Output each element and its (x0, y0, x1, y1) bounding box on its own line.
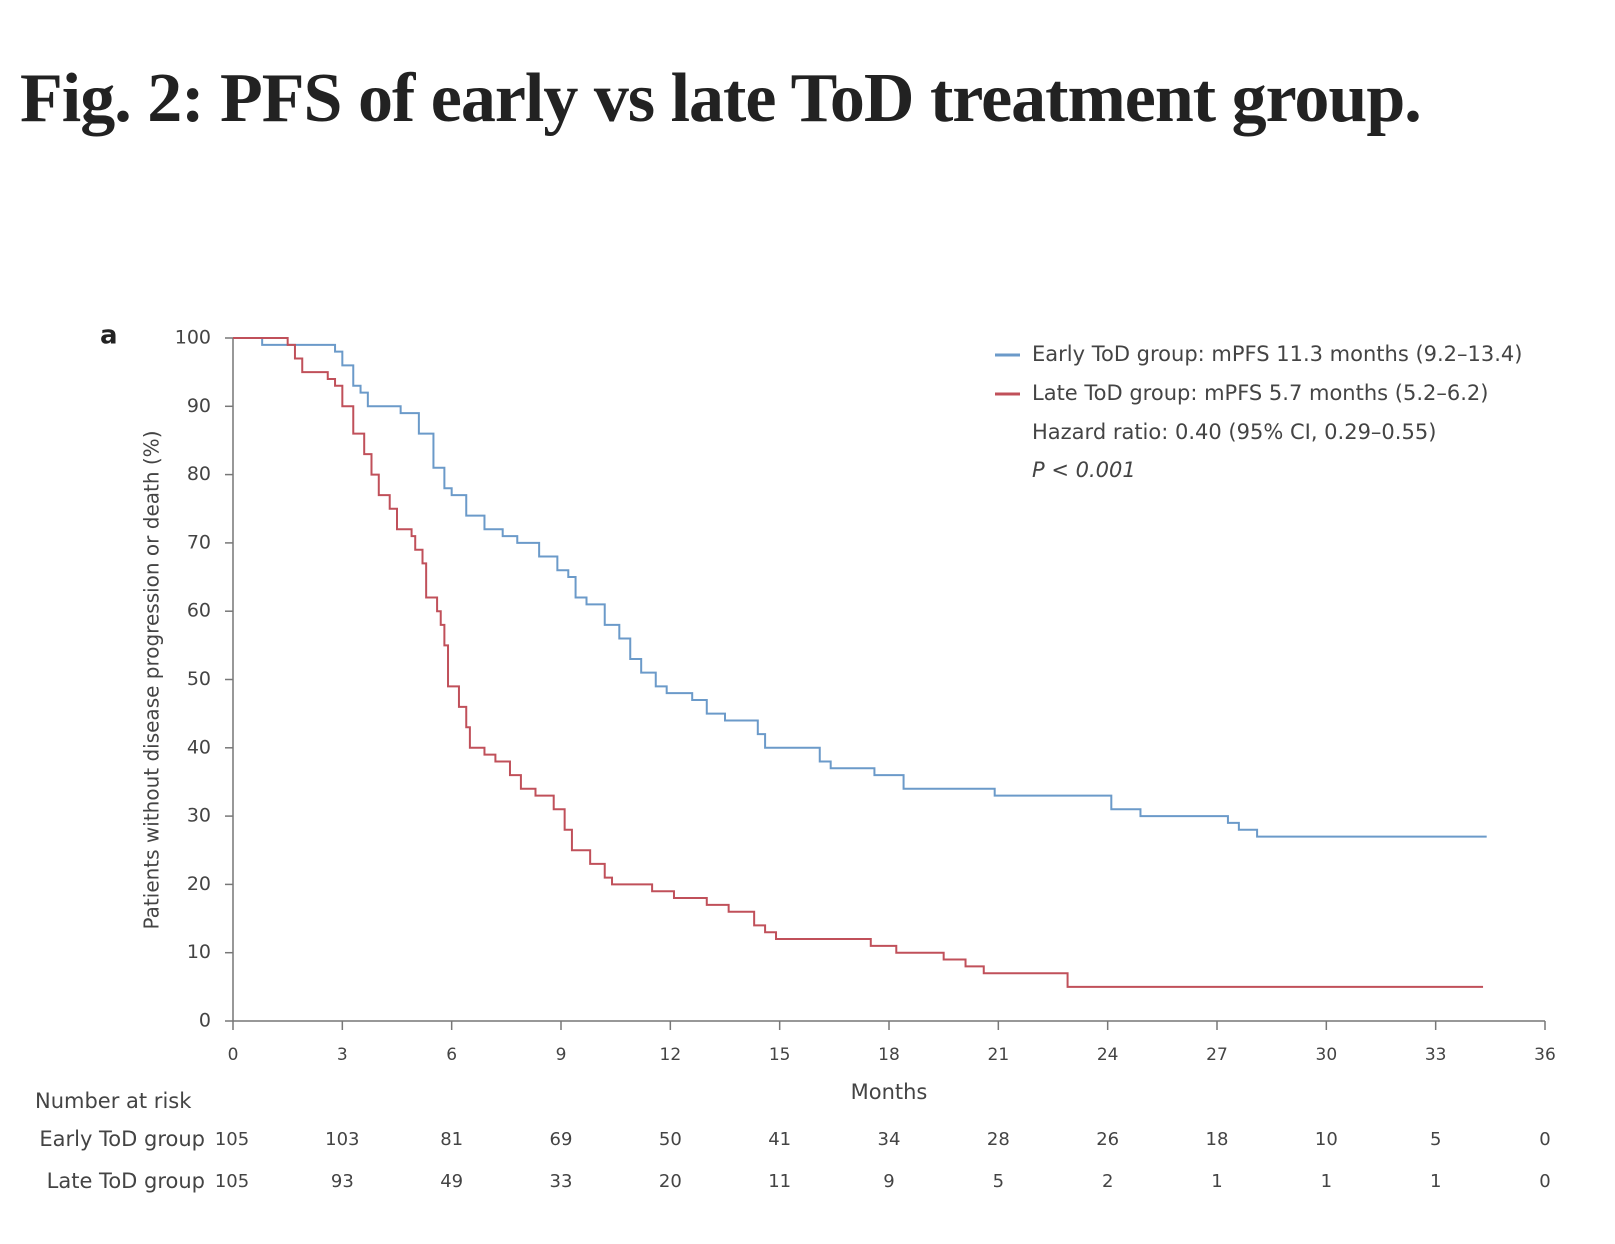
y-tick-label: 90 (187, 395, 211, 417)
x-tick-label: 9 (556, 1045, 567, 1065)
x-tick-label: 36 (1534, 1045, 1556, 1065)
x-tick-label: 12 (660, 1045, 682, 1065)
risk-count: 50 (659, 1129, 682, 1150)
risk-count: 81 (440, 1129, 463, 1150)
x-axis-label: Months (851, 1080, 928, 1104)
y-tick-label: 100 (175, 327, 211, 349)
x-tick-label: 0 (228, 1045, 239, 1065)
y-tick-label: 0 (199, 1010, 211, 1032)
y-tick-label: 50 (187, 668, 211, 690)
x-tick-label: 6 (446, 1045, 457, 1065)
risk-count: 11 (768, 1171, 791, 1192)
y-tick-label: 20 (187, 873, 211, 895)
x-tick-label: 3 (337, 1045, 348, 1065)
risk-count: 1 (1211, 1171, 1222, 1192)
x-tick-label: 18 (878, 1045, 900, 1065)
risk-count: 105 (215, 1129, 249, 1150)
chart-title: Fig. 2: PFS of early vs late ToD treatme… (20, 60, 1422, 137)
risk-count: 105 (215, 1171, 249, 1192)
x-tick-label: 33 (1425, 1045, 1447, 1065)
risk-count: 5 (993, 1171, 1004, 1192)
annotation: Hazard ratio: 0.40 (95% CI, 0.29–0.55) (1032, 420, 1436, 444)
x-tick-label: 27 (1206, 1045, 1228, 1065)
y-tick-label: 30 (187, 805, 211, 827)
risk-count: 1 (1430, 1171, 1441, 1192)
risk-count: 34 (878, 1129, 901, 1150)
y-tick-label: 60 (187, 600, 211, 622)
risk-count: 33 (550, 1171, 573, 1192)
risk-row-label: Late ToD group (47, 1169, 205, 1193)
risk-count: 41 (768, 1129, 791, 1150)
y-tick-label: 40 (187, 736, 211, 758)
survival-curve (233, 337, 1484, 988)
legend-label: Late ToD group: mPFS 5.7 months (5.2–6.2… (1032, 381, 1488, 405)
risk-count: 0 (1539, 1129, 1550, 1150)
risk-count: 10 (1315, 1129, 1338, 1150)
y-tick-label: 80 (187, 463, 211, 485)
risk-count: 18 (1206, 1129, 1229, 1150)
y-axis-label: Patients without disease progression or … (140, 431, 164, 930)
y-tick-label: 10 (187, 941, 211, 963)
risk-count: 26 (1096, 1129, 1119, 1150)
x-tick-label: 30 (1316, 1045, 1338, 1065)
risk-count: 69 (550, 1129, 573, 1150)
risk-count: 49 (440, 1171, 463, 1192)
risk-count: 9 (883, 1171, 894, 1192)
risk-count: 93 (331, 1171, 354, 1192)
x-tick-label: 24 (1097, 1045, 1119, 1065)
risk-table-title: Number at risk (35, 1089, 192, 1113)
risk-count: 20 (659, 1171, 682, 1192)
risk-count: 28 (987, 1129, 1010, 1150)
risk-row-label: Early ToD group (39, 1127, 205, 1151)
legend-label: Early ToD group: mPFS 11.3 months (9.2–1… (1032, 342, 1523, 366)
risk-count: 1 (1321, 1171, 1332, 1192)
panel-label: a (100, 321, 118, 351)
risk-count: 103 (325, 1129, 359, 1150)
x-tick-label: 15 (769, 1045, 791, 1065)
y-tick-label: 70 (187, 531, 211, 553)
x-tick-label: 21 (988, 1045, 1010, 1065)
risk-count: 0 (1539, 1171, 1550, 1192)
risk-count: 5 (1430, 1129, 1441, 1150)
risk-count: 2 (1102, 1171, 1113, 1192)
survival-curve (233, 337, 1487, 838)
annotation: P < 0.001 (1032, 458, 1136, 482)
